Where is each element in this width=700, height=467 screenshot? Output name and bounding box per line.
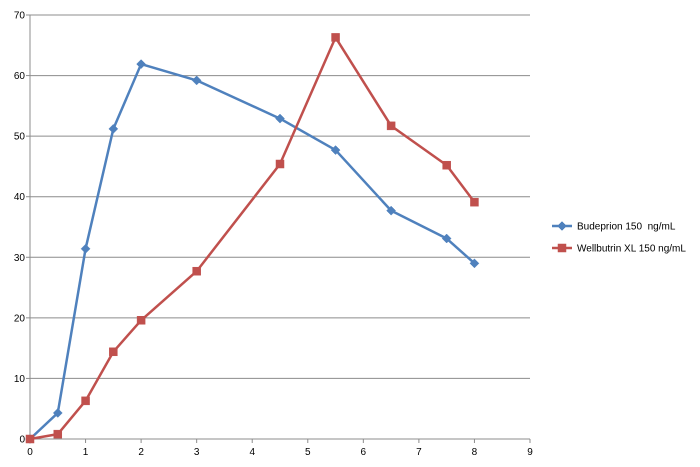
x-tick-label: 8 [472, 447, 478, 458]
data-point [386, 121, 396, 131]
legend-marker [557, 221, 567, 231]
legend-marker [557, 243, 567, 253]
data-point [441, 233, 452, 244]
x-tick-label: 4 [249, 447, 255, 458]
x-tick-label: 5 [305, 447, 311, 458]
x-tick-label: 2 [138, 447, 144, 458]
y-tick-label: 40 [14, 192, 26, 203]
data-point [136, 59, 146, 69]
legend-label: Wellbutrin XL 150 ng/mL [577, 244, 686, 255]
y-tick-label: 70 [14, 11, 26, 22]
y-tick-label: 50 [14, 132, 26, 143]
data-point [275, 159, 285, 169]
gridlines [30, 14, 530, 379]
data-point [81, 396, 90, 406]
x-tick-label: 1 [83, 447, 89, 458]
data-point [52, 408, 63, 418]
x-tick-label: 7 [416, 447, 422, 458]
y-tick-label: 60 [14, 71, 26, 82]
y-tick-label: 0 [19, 435, 25, 446]
data-point [108, 124, 119, 134]
data-point [191, 75, 202, 86]
x-tick-label: 3 [194, 447, 200, 458]
data-point [80, 243, 91, 254]
legend-item: Wellbutrin XL 150 ng/mL [552, 244, 686, 255]
data-point [331, 33, 340, 42]
data-point [25, 434, 35, 444]
legend-item: Budeprion 150 ng/mL [552, 221, 676, 233]
y-axis-ticks: 0 10 20 30 40 50 60 70 [14, 11, 30, 446]
data-point [470, 197, 479, 207]
series-2 [25, 33, 479, 444]
x-tick-label: 0 [27, 447, 33, 458]
data-point [386, 205, 396, 216]
legend-label: Budeprion 150 ng/mL [577, 222, 676, 233]
data-point [136, 316, 146, 325]
axes [29, 15, 530, 440]
x-tick-label: 9 [527, 447, 533, 458]
data-point [109, 347, 118, 357]
data-point [330, 145, 341, 155]
legend: Budeprion 150 ng/mL Wellbutrin XL 150 ng/… [552, 221, 686, 255]
y-tick-label: 20 [14, 313, 26, 324]
x-axis-ticks: 0 1 2 3 4 5 6 7 8 9 [27, 439, 533, 458]
series-group [25, 33, 480, 444]
data-point [192, 266, 201, 276]
y-tick-label: 10 [14, 374, 26, 385]
data-point [442, 160, 451, 170]
data-point [53, 429, 63, 439]
data-point [275, 113, 285, 124]
x-tick-label: 6 [361, 447, 367, 458]
y-tick-label: 30 [14, 253, 26, 264]
data-point [469, 258, 480, 269]
